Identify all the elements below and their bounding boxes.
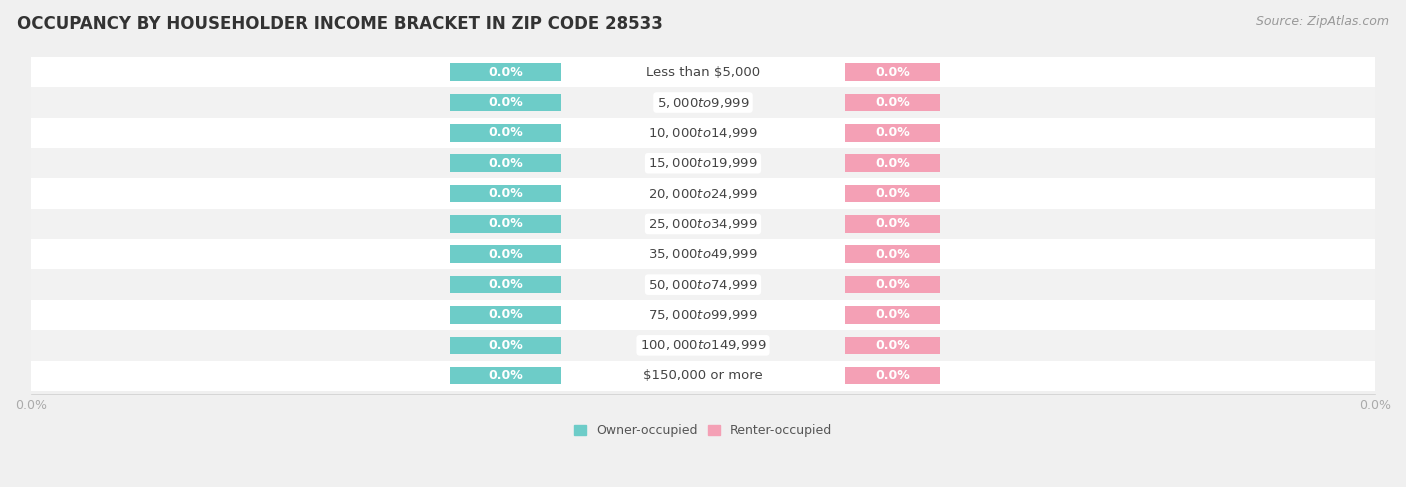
Text: $25,000 to $34,999: $25,000 to $34,999 xyxy=(648,217,758,231)
Bar xyxy=(450,185,561,203)
Text: 0.0%: 0.0% xyxy=(876,157,910,170)
Bar xyxy=(450,63,561,81)
Text: 0.0%: 0.0% xyxy=(488,157,523,170)
Text: 0.0%: 0.0% xyxy=(488,126,523,139)
Text: Less than $5,000: Less than $5,000 xyxy=(645,66,761,79)
Bar xyxy=(450,245,561,263)
Legend: Owner-occupied, Renter-occupied: Owner-occupied, Renter-occupied xyxy=(568,419,838,442)
Text: 0.0%: 0.0% xyxy=(488,66,523,79)
Text: $100,000 to $149,999: $100,000 to $149,999 xyxy=(640,338,766,352)
Bar xyxy=(31,360,1375,391)
Bar xyxy=(450,276,561,294)
Text: 0.0%: 0.0% xyxy=(876,187,910,200)
Bar xyxy=(845,124,941,142)
Bar xyxy=(450,367,561,385)
Bar xyxy=(450,124,561,142)
Text: $150,000 or more: $150,000 or more xyxy=(643,369,763,382)
Bar xyxy=(845,154,941,172)
Text: 0.0%: 0.0% xyxy=(876,66,910,79)
Text: 0.0%: 0.0% xyxy=(876,248,910,261)
Bar xyxy=(31,209,1375,239)
Text: 0.0%: 0.0% xyxy=(876,126,910,139)
Text: Source: ZipAtlas.com: Source: ZipAtlas.com xyxy=(1256,15,1389,28)
Text: 0.0%: 0.0% xyxy=(488,248,523,261)
Bar xyxy=(31,87,1375,118)
Bar xyxy=(450,337,561,354)
Bar xyxy=(845,245,941,263)
Bar xyxy=(845,306,941,324)
Text: $75,000 to $99,999: $75,000 to $99,999 xyxy=(648,308,758,322)
Text: 0.0%: 0.0% xyxy=(488,96,523,109)
Text: 0.0%: 0.0% xyxy=(876,369,910,382)
Bar xyxy=(450,306,561,324)
Bar xyxy=(845,276,941,294)
Text: 0.0%: 0.0% xyxy=(488,217,523,230)
Bar xyxy=(31,178,1375,209)
Text: $5,000 to $9,999: $5,000 to $9,999 xyxy=(657,95,749,110)
Bar xyxy=(31,57,1375,87)
Text: 0.0%: 0.0% xyxy=(488,308,523,321)
Text: 0.0%: 0.0% xyxy=(876,96,910,109)
Text: 0.0%: 0.0% xyxy=(488,278,523,291)
Text: 0.0%: 0.0% xyxy=(488,187,523,200)
Text: 0.0%: 0.0% xyxy=(488,369,523,382)
Bar xyxy=(31,118,1375,148)
Bar xyxy=(31,239,1375,269)
Bar xyxy=(845,94,941,112)
Text: $15,000 to $19,999: $15,000 to $19,999 xyxy=(648,156,758,170)
Bar xyxy=(845,367,941,385)
Bar xyxy=(450,154,561,172)
Text: $50,000 to $74,999: $50,000 to $74,999 xyxy=(648,278,758,292)
Text: $35,000 to $49,999: $35,000 to $49,999 xyxy=(648,247,758,262)
Text: OCCUPANCY BY HOUSEHOLDER INCOME BRACKET IN ZIP CODE 28533: OCCUPANCY BY HOUSEHOLDER INCOME BRACKET … xyxy=(17,15,662,33)
Bar xyxy=(31,300,1375,330)
Text: 0.0%: 0.0% xyxy=(876,217,910,230)
Bar xyxy=(845,337,941,354)
Bar xyxy=(450,94,561,112)
Text: $20,000 to $24,999: $20,000 to $24,999 xyxy=(648,187,758,201)
Bar xyxy=(450,215,561,233)
Bar xyxy=(845,63,941,81)
Bar xyxy=(31,148,1375,178)
Text: 0.0%: 0.0% xyxy=(876,339,910,352)
Text: $10,000 to $14,999: $10,000 to $14,999 xyxy=(648,126,758,140)
Text: 0.0%: 0.0% xyxy=(488,339,523,352)
Bar xyxy=(845,215,941,233)
Bar xyxy=(31,269,1375,300)
Bar xyxy=(31,330,1375,360)
Bar xyxy=(845,185,941,203)
Text: 0.0%: 0.0% xyxy=(876,308,910,321)
Text: 0.0%: 0.0% xyxy=(876,278,910,291)
